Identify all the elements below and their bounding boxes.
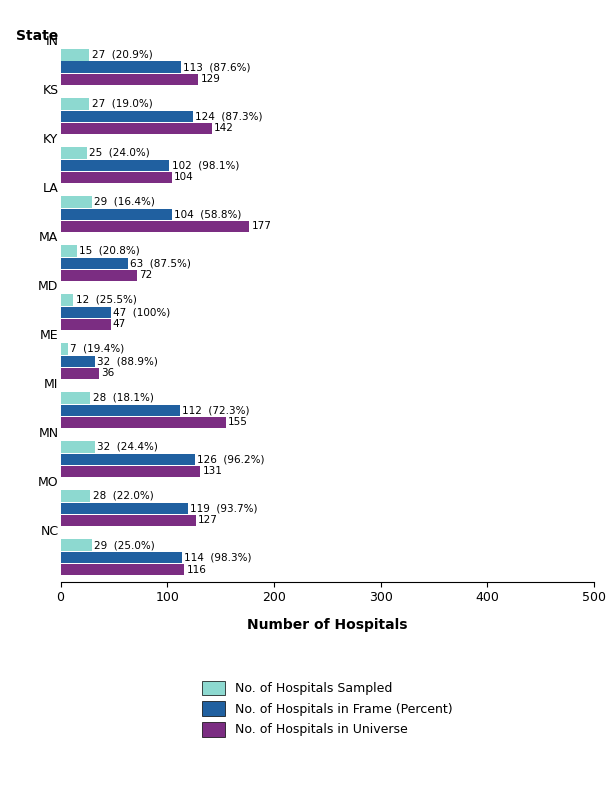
Bar bbox=[61, 368, 99, 379]
Bar bbox=[61, 147, 87, 158]
Bar bbox=[61, 123, 212, 134]
Text: 112  (72.3%): 112 (72.3%) bbox=[182, 406, 250, 415]
Text: 15  (20.8%): 15 (20.8%) bbox=[79, 246, 139, 256]
Bar bbox=[61, 564, 184, 575]
Bar bbox=[61, 319, 111, 330]
Bar bbox=[61, 159, 170, 170]
Text: 129: 129 bbox=[201, 74, 220, 84]
Bar bbox=[61, 503, 187, 514]
Text: MO: MO bbox=[38, 476, 58, 489]
Bar bbox=[61, 515, 196, 526]
Text: LA: LA bbox=[42, 182, 58, 195]
Text: 63  (87.5%): 63 (87.5%) bbox=[130, 259, 191, 268]
Text: 36: 36 bbox=[101, 368, 115, 378]
Bar bbox=[61, 343, 68, 355]
Bar bbox=[61, 208, 171, 220]
Legend: No. of Hospitals Sampled, No. of Hospitals in Frame (Percent), No. of Hospitals : No. of Hospitals Sampled, No. of Hospita… bbox=[196, 675, 459, 743]
Text: KY: KY bbox=[43, 133, 58, 145]
Text: 27  (20.9%): 27 (20.9%) bbox=[92, 50, 152, 60]
Bar bbox=[61, 258, 128, 269]
Text: MN: MN bbox=[38, 427, 58, 440]
Text: 29  (16.4%): 29 (16.4%) bbox=[94, 197, 155, 207]
Text: 7  (19.4%): 7 (19.4%) bbox=[70, 344, 124, 354]
X-axis label: Number of Hospitals: Number of Hospitals bbox=[247, 618, 407, 633]
Text: 32  (24.4%): 32 (24.4%) bbox=[97, 442, 158, 452]
Bar bbox=[61, 294, 73, 305]
Bar bbox=[61, 221, 250, 232]
Text: 116: 116 bbox=[187, 565, 206, 574]
Text: State: State bbox=[16, 28, 58, 43]
Text: 119  (93.7%): 119 (93.7%) bbox=[190, 503, 257, 513]
Bar bbox=[61, 540, 92, 550]
Bar bbox=[61, 99, 90, 110]
Text: 114  (98.3%): 114 (98.3%) bbox=[184, 552, 252, 562]
Bar bbox=[61, 356, 95, 367]
Bar bbox=[61, 306, 111, 318]
Bar bbox=[61, 172, 171, 183]
Text: 127: 127 bbox=[198, 516, 218, 525]
Text: 124  (87.3%): 124 (87.3%) bbox=[195, 112, 262, 121]
Text: 25  (24.0%): 25 (24.0%) bbox=[90, 148, 150, 158]
Bar bbox=[61, 466, 201, 477]
Bar bbox=[61, 270, 138, 281]
Bar bbox=[61, 552, 182, 563]
Text: 113  (87.6%): 113 (87.6%) bbox=[183, 62, 251, 72]
Bar bbox=[61, 417, 226, 428]
Text: 104: 104 bbox=[174, 172, 193, 183]
Text: KS: KS bbox=[42, 83, 58, 96]
Text: 131: 131 bbox=[202, 466, 222, 477]
Text: MI: MI bbox=[44, 377, 58, 390]
Text: 32  (88.9%): 32 (88.9%) bbox=[97, 356, 158, 366]
Text: 47  (100%): 47 (100%) bbox=[113, 307, 170, 318]
Text: ME: ME bbox=[40, 329, 58, 342]
Bar bbox=[61, 441, 95, 452]
Bar bbox=[61, 74, 198, 85]
Text: MA: MA bbox=[39, 230, 58, 243]
Text: 104  (58.8%): 104 (58.8%) bbox=[174, 209, 241, 219]
Text: MD: MD bbox=[38, 280, 58, 292]
Bar bbox=[61, 49, 90, 61]
Bar bbox=[61, 453, 195, 465]
Bar bbox=[61, 61, 181, 73]
Text: 28  (22.0%): 28 (22.0%) bbox=[93, 491, 153, 501]
Text: IN: IN bbox=[45, 35, 58, 48]
Bar bbox=[61, 405, 180, 416]
Text: 72: 72 bbox=[139, 271, 153, 280]
Bar bbox=[61, 393, 90, 404]
Bar bbox=[61, 111, 193, 122]
Text: 27  (19.0%): 27 (19.0%) bbox=[92, 99, 152, 109]
Text: 29  (25.0%): 29 (25.0%) bbox=[94, 540, 155, 550]
Text: 177: 177 bbox=[251, 221, 271, 231]
Text: 155: 155 bbox=[228, 418, 248, 427]
Text: 102  (98.1%): 102 (98.1%) bbox=[171, 160, 239, 170]
Text: NC: NC bbox=[41, 524, 58, 537]
Text: 126  (96.2%): 126 (96.2%) bbox=[197, 454, 265, 465]
Text: 12  (25.5%): 12 (25.5%) bbox=[76, 295, 136, 305]
Bar bbox=[61, 196, 92, 208]
Text: 47: 47 bbox=[113, 319, 126, 330]
Bar bbox=[61, 246, 76, 257]
Text: 142: 142 bbox=[214, 124, 234, 133]
Bar bbox=[61, 490, 90, 502]
Text: 28  (18.1%): 28 (18.1%) bbox=[93, 393, 153, 403]
